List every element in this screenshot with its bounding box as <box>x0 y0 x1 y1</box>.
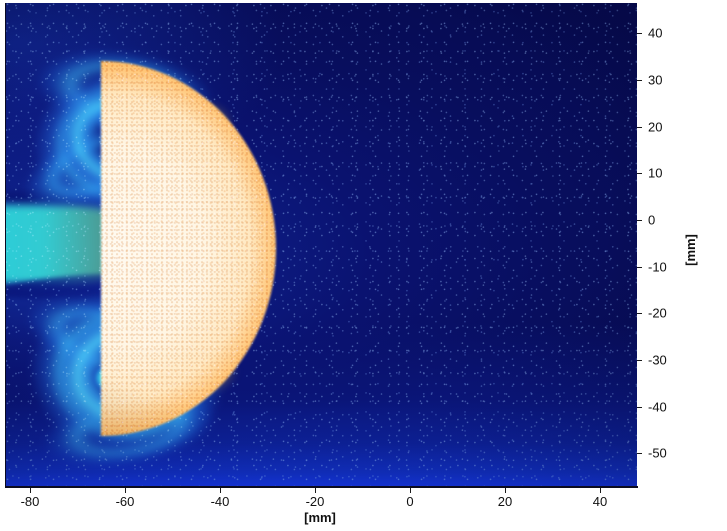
x-tick-label-2: -40 <box>210 494 230 509</box>
x-tick-6 <box>600 488 601 493</box>
x-tick-0 <box>30 488 31 493</box>
vignette <box>5 3 637 487</box>
y-tick-1 <box>637 80 642 81</box>
y-tick-label-8: -40 <box>648 399 667 415</box>
y-tick-label-2: 20 <box>648 119 663 135</box>
y-tick-5 <box>637 267 642 268</box>
y-tick-8 <box>637 407 642 408</box>
x-tick-1 <box>125 488 126 493</box>
plot-left-border <box>5 3 6 487</box>
y-tick-label-1: 30 <box>648 72 663 88</box>
y-tick-7 <box>637 360 642 361</box>
y-axis-title: [mm] <box>683 234 698 266</box>
y-tick-4 <box>637 220 642 221</box>
x-tick-label-6: 40 <box>592 494 608 509</box>
x-tick-5 <box>505 488 506 493</box>
y-tick-label-7: -30 <box>648 352 667 368</box>
x-axis-title: [mm] <box>304 510 336 525</box>
y-tick-0 <box>637 33 642 34</box>
y-tick-label-0: 40 <box>648 25 663 41</box>
x-tick-label-0: -80 <box>20 494 40 509</box>
x-tick-label-1: -60 <box>115 494 135 509</box>
x-tick-label-4: 0 <box>406 494 414 509</box>
y-tick-3 <box>637 173 642 174</box>
y-tick-label-6: -20 <box>648 305 667 321</box>
x-tick-4 <box>410 488 411 493</box>
x-tick-2 <box>220 488 221 493</box>
x-tick-label-3: -20 <box>305 494 325 509</box>
y-tick-label-9: -50 <box>648 445 667 461</box>
y-tick-label-4: 0 <box>648 212 656 228</box>
plot-bottom-border <box>5 486 638 488</box>
x-tick-3 <box>315 488 316 493</box>
y-tick-label-3: 10 <box>648 165 663 181</box>
y-tick-9 <box>637 453 642 454</box>
y-tick-label-5: -10 <box>648 259 667 275</box>
y-tick-2 <box>637 127 642 128</box>
x-tick-label-5: 20 <box>497 494 513 509</box>
flow-visualization-plot-area <box>5 3 637 487</box>
y-tick-6 <box>637 313 642 314</box>
